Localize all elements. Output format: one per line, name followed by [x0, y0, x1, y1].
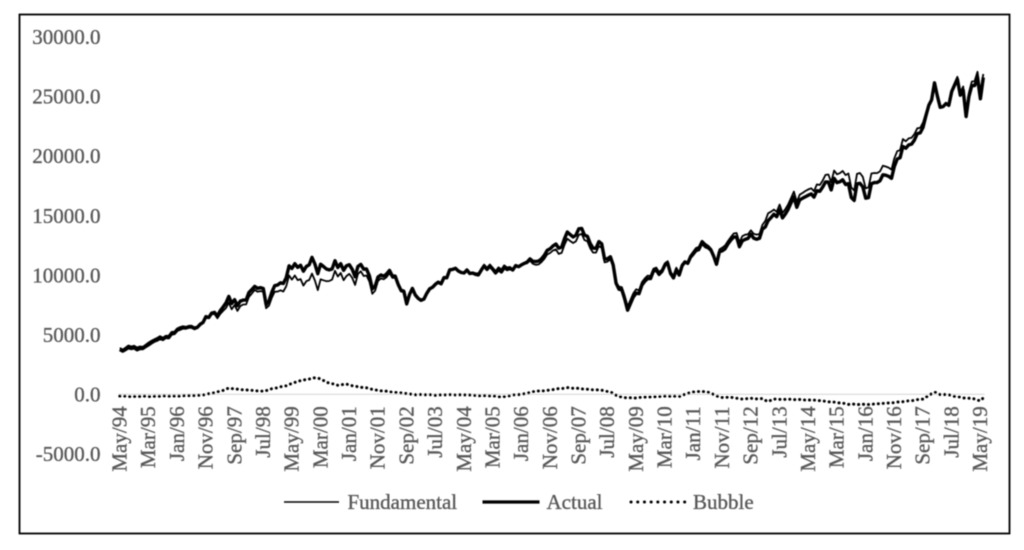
svg-text:0.0: 0.0 [74, 382, 100, 406]
svg-text:May/19: May/19 [968, 406, 992, 471]
svg-text:Sep/97: Sep/97 [222, 406, 246, 464]
svg-text:Mar/10: Mar/10 [653, 406, 677, 468]
svg-text:Jul/08: Jul/08 [595, 406, 619, 457]
svg-text:15000.0: 15000.0 [32, 204, 100, 228]
svg-text:25000.0: 25000.0 [32, 85, 100, 109]
svg-text:-5000.0: -5000.0 [36, 442, 101, 466]
svg-text:Nov/11: Nov/11 [710, 406, 734, 468]
svg-text:May/04: May/04 [452, 406, 476, 472]
svg-text:Jan/16: Jan/16 [853, 406, 877, 461]
svg-text:Jan/01: Jan/01 [337, 406, 361, 461]
svg-text:May/99: May/99 [280, 406, 304, 471]
svg-text:Actual: Actual [547, 490, 603, 514]
svg-text:Sep/17: Sep/17 [911, 406, 935, 464]
svg-text:May/94: May/94 [108, 406, 132, 472]
svg-text:Mar/00: Mar/00 [308, 406, 332, 468]
svg-text:30000.0: 30000.0 [32, 25, 100, 49]
svg-text:Mar/05: Mar/05 [480, 406, 504, 468]
svg-text:Nov/16: Nov/16 [882, 406, 906, 469]
svg-text:Fundamental: Fundamental [348, 490, 458, 514]
svg-text:Nov/06: Nov/06 [538, 406, 562, 469]
svg-text:Jan/96: Jan/96 [165, 406, 189, 461]
svg-text:Bubble: Bubble [693, 490, 754, 514]
svg-text:Jul/18: Jul/18 [939, 406, 963, 457]
svg-text:Jul/03: Jul/03 [423, 406, 447, 457]
svg-text:Jan/11: Jan/11 [681, 406, 705, 460]
svg-text:Sep/12: Sep/12 [739, 406, 763, 464]
svg-text:Nov/01: Nov/01 [366, 406, 390, 469]
svg-text:Nov/96: Nov/96 [194, 406, 218, 469]
svg-text:May/09: May/09 [624, 406, 648, 471]
svg-text:5000.0: 5000.0 [43, 323, 101, 347]
svg-text:20000.0: 20000.0 [32, 144, 100, 168]
svg-text:10000.0: 10000.0 [32, 263, 100, 287]
svg-text:Jul/98: Jul/98 [251, 406, 275, 457]
svg-text:Mar/95: Mar/95 [136, 406, 160, 468]
svg-text:Jul/13: Jul/13 [767, 406, 791, 457]
svg-text:May/14: May/14 [796, 406, 820, 472]
svg-text:Sep/07: Sep/07 [567, 406, 591, 464]
svg-text:Mar/15: Mar/15 [825, 406, 849, 468]
svg-text:Jan/06: Jan/06 [509, 406, 533, 461]
svg-text:Sep/02: Sep/02 [394, 406, 418, 464]
